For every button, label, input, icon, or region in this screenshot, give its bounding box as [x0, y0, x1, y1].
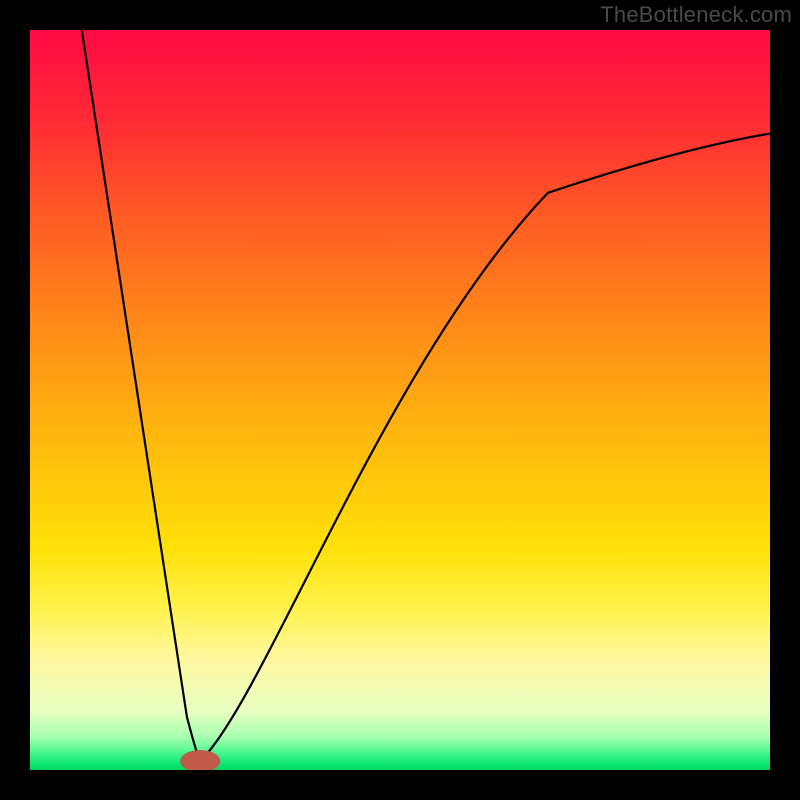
plot-area	[30, 30, 770, 770]
watermark-text: TheBottleneck.com	[600, 2, 792, 28]
chart-frame: TheBottleneck.com	[0, 0, 800, 800]
chart-svg	[30, 30, 770, 770]
